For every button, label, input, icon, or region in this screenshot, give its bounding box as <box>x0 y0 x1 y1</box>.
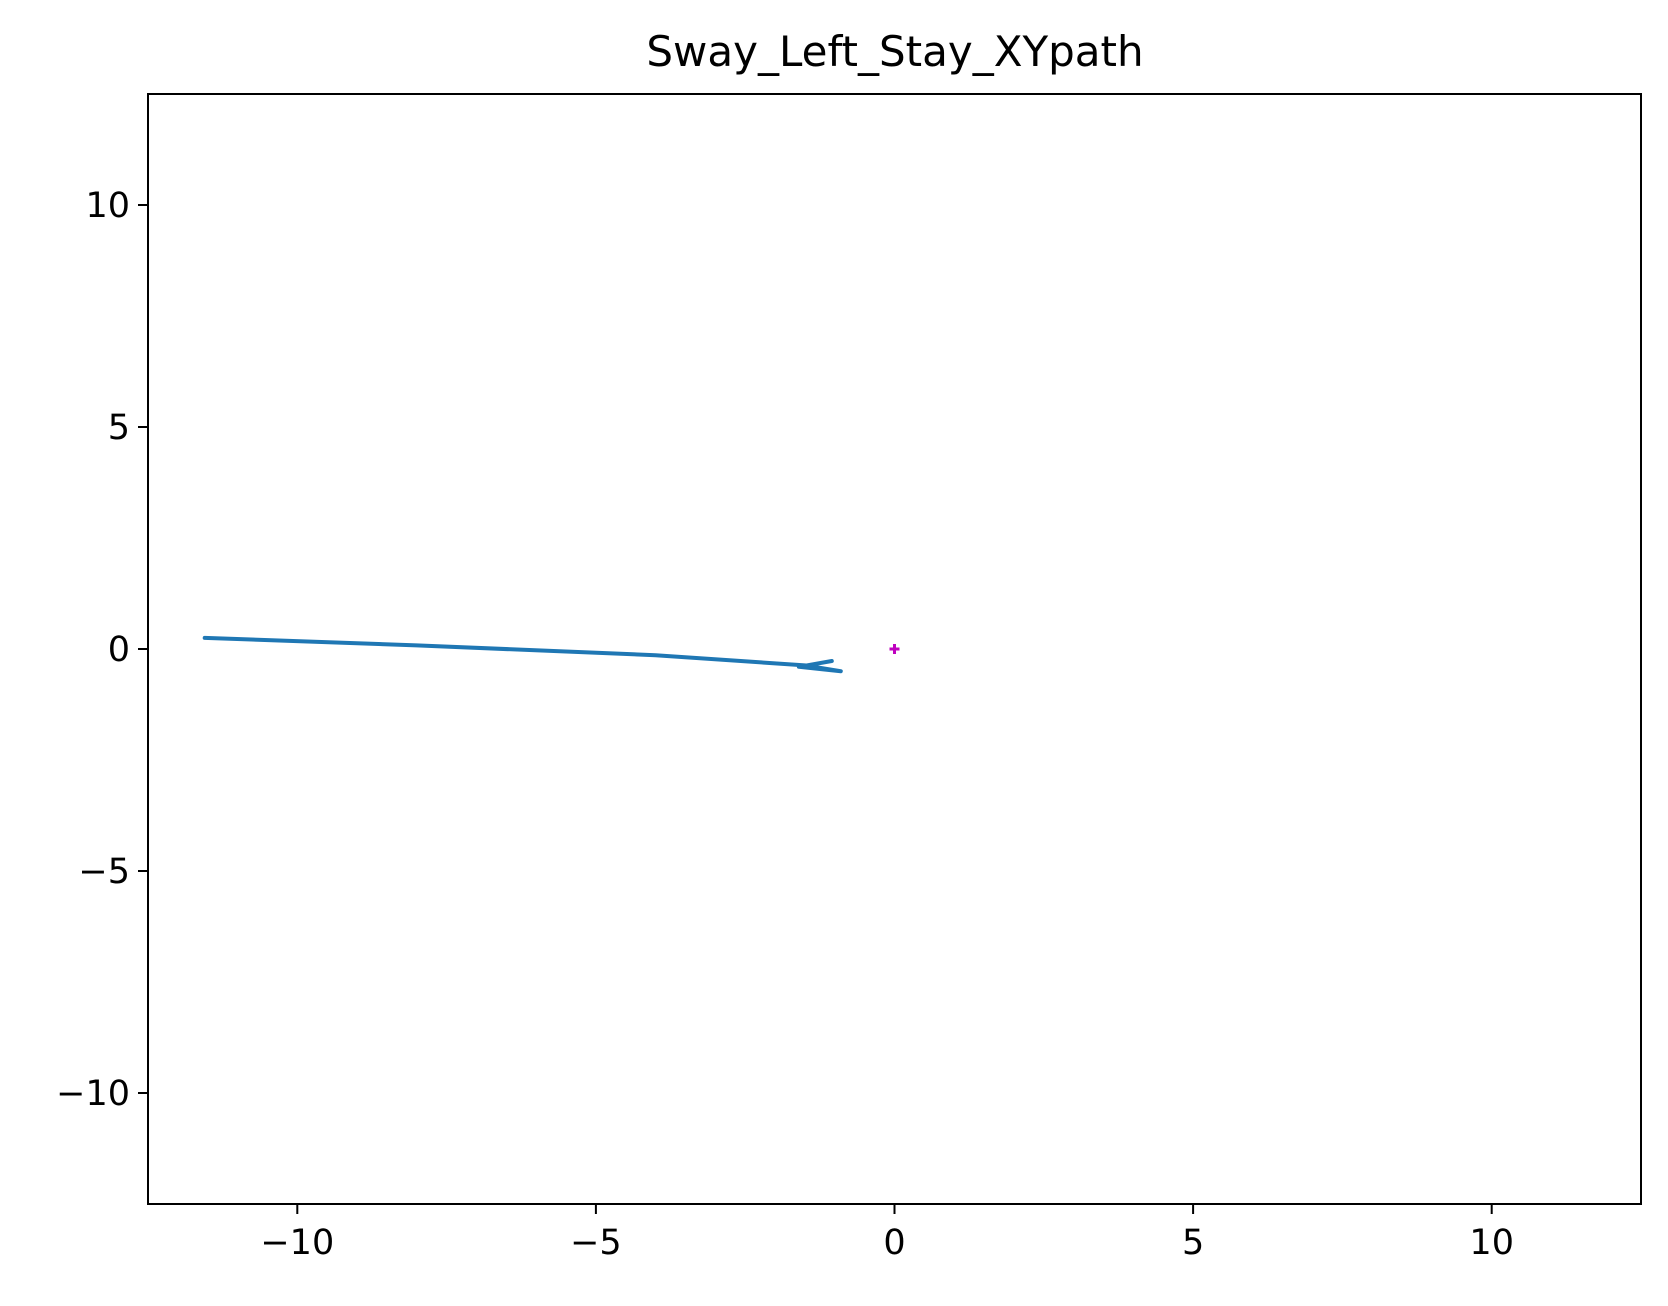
origin-marker-0 <box>889 644 900 654</box>
x-tick-label: −10 <box>260 1223 334 1263</box>
y-tick-label: 10 <box>85 186 130 226</box>
y-tick-label: 5 <box>108 408 130 448</box>
y-tick-label: −5 <box>78 852 130 892</box>
y-tick-label: 0 <box>108 630 130 670</box>
x-tick-label: 10 <box>1469 1223 1514 1263</box>
x-tick-label: 5 <box>1182 1223 1204 1263</box>
series-line-0 <box>202 635 843 674</box>
x-tick-label: 0 <box>883 1223 905 1263</box>
x-tick-label: −5 <box>570 1223 622 1263</box>
y-tick-label: −10 <box>56 1074 130 1114</box>
plot-area: −10 −5 0 5 10 10 5 0 −5 −10 <box>56 93 1642 1263</box>
chart-title: Sway_Left_Stay_XYpath <box>646 27 1143 76</box>
